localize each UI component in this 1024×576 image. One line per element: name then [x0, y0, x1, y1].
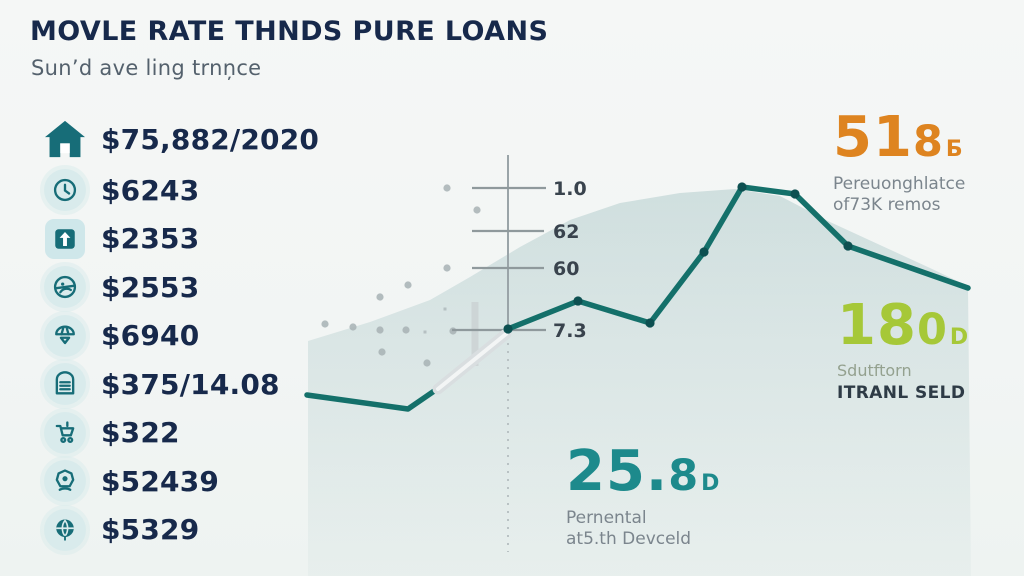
line-marker [790, 189, 800, 199]
axis-tick-label: 62 [553, 221, 579, 243]
list-item-value: $2553 [101, 270, 200, 304]
garage-icon [40, 363, 90, 406]
list-item-value: $2353 [101, 222, 200, 256]
stat-develd: 25. 8 D Pernental at5.th Devceld [566, 444, 719, 549]
line-marker [573, 296, 583, 306]
stat-remos-caption: Pereuonghlatce of73K remos [833, 174, 966, 215]
scatter-dot [349, 323, 357, 331]
stat-sold: 18 0 D Sdutftorn ITRANL SELD [837, 298, 968, 403]
balloon-icon [40, 314, 90, 357]
list-item-value: $6940 [101, 319, 200, 353]
axis-tick-label: 7.3 [553, 320, 587, 342]
list-item-value: $5329 [101, 513, 200, 547]
page-subtitle: Sun’d ave ling trnņce [31, 56, 262, 80]
scatter-dot [449, 327, 457, 335]
scatter-dot [321, 320, 329, 328]
list-item-value: $75,882/2020 [101, 122, 320, 156]
scatter-dot [443, 264, 451, 272]
list-item-value: $52439 [101, 464, 220, 498]
list-item: $322 [40, 409, 319, 458]
scatter-dot [473, 206, 481, 214]
globe-icon [40, 266, 90, 309]
axis-tick-label: 60 [553, 258, 579, 280]
highlight-segment-core [436, 332, 508, 391]
list-item: $75,882/2020 [40, 112, 319, 166]
line-marker [503, 324, 513, 334]
list-item: $2353 [40, 215, 319, 264]
scatter-dot [404, 281, 412, 289]
stat-sold-caption1: Sdutftorn [837, 361, 912, 380]
stat-sold-value: 18 0 D [837, 293, 969, 358]
stat-remos: 51 8 Б Pereuonghlatce of73K remos [833, 110, 965, 215]
scatter-dot [402, 326, 410, 334]
stat-sold-caption2: ITRANL SELD [837, 382, 966, 403]
scatter-dot [443, 184, 451, 192]
stat-remos-value: 51 8 Б [833, 105, 963, 170]
list-item-value: $6243 [101, 173, 200, 207]
value-list: $75,882/2020 $6243 $2353 $2553 $6940 $37… [40, 112, 319, 554]
page-title: MOVLE RATE THNDS PURE LOANS [30, 16, 549, 47]
scatter-dot [423, 359, 431, 367]
stat-develd-value: 25. 8 D [566, 439, 720, 504]
scatter-dot [376, 326, 384, 334]
scatter-mark [443, 307, 447, 311]
axis-tick-label: 1.0 [553, 178, 587, 200]
scatter-dot [376, 293, 384, 301]
line-marker [645, 318, 655, 328]
line-marker [699, 247, 709, 257]
arrow-up-icon [40, 218, 90, 259]
stat-develd-caption: Pernental at5.th Devceld [566, 508, 692, 549]
list-item: $6243 [40, 166, 319, 215]
line-marker [843, 241, 853, 251]
list-item: $5329 [40, 506, 319, 555]
list-item: $375/14.08 [40, 360, 319, 409]
list-item: $2553 [40, 263, 319, 312]
scatter-mark [474, 358, 478, 362]
list-item-value: $375/14.08 [101, 367, 280, 401]
scatter-dot [378, 348, 386, 356]
tree-icon [40, 508, 90, 551]
list-item: $52439 [40, 457, 319, 506]
list-item-value: $322 [101, 416, 180, 450]
scatter-mark [423, 330, 427, 334]
badge-icon [40, 460, 90, 503]
clock-icon [40, 169, 90, 212]
highlight-segment [432, 328, 512, 395]
line-marker [737, 182, 747, 192]
cart-icon [40, 411, 90, 454]
house-icon [40, 119, 90, 159]
list-item: $6940 [40, 312, 319, 361]
